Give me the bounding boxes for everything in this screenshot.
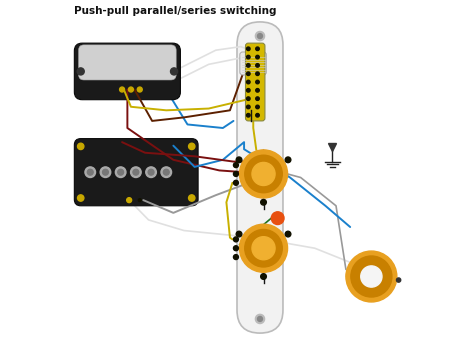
Circle shape	[138, 199, 141, 202]
Circle shape	[127, 198, 132, 203]
Circle shape	[119, 87, 125, 92]
Circle shape	[234, 246, 238, 251]
Circle shape	[115, 167, 126, 178]
Circle shape	[246, 72, 250, 76]
Circle shape	[236, 157, 242, 163]
Circle shape	[252, 237, 275, 260]
Circle shape	[246, 47, 250, 50]
Circle shape	[256, 64, 259, 67]
Circle shape	[261, 274, 266, 279]
Circle shape	[255, 32, 264, 41]
Circle shape	[256, 97, 259, 100]
Circle shape	[256, 114, 259, 117]
Circle shape	[245, 229, 283, 267]
Circle shape	[234, 237, 238, 242]
Circle shape	[102, 169, 109, 175]
Circle shape	[133, 169, 139, 175]
Circle shape	[246, 114, 250, 117]
Circle shape	[78, 195, 84, 201]
FancyBboxPatch shape	[246, 43, 265, 121]
Circle shape	[256, 55, 259, 59]
Circle shape	[396, 278, 401, 282]
FancyBboxPatch shape	[74, 138, 198, 206]
Circle shape	[285, 157, 291, 163]
Circle shape	[246, 97, 250, 100]
Circle shape	[137, 87, 142, 92]
Circle shape	[256, 80, 259, 84]
Circle shape	[128, 87, 133, 92]
Circle shape	[255, 314, 264, 323]
Circle shape	[77, 68, 84, 75]
Circle shape	[246, 55, 250, 59]
Circle shape	[146, 167, 156, 178]
FancyBboxPatch shape	[74, 43, 181, 100]
Circle shape	[118, 169, 124, 175]
Circle shape	[351, 256, 392, 297]
Circle shape	[245, 155, 283, 193]
FancyBboxPatch shape	[237, 22, 283, 333]
Circle shape	[171, 68, 178, 75]
Circle shape	[164, 169, 169, 175]
Circle shape	[361, 266, 382, 287]
Circle shape	[234, 255, 238, 260]
Circle shape	[189, 143, 195, 149]
Circle shape	[234, 180, 238, 185]
Circle shape	[148, 169, 154, 175]
Circle shape	[271, 212, 284, 224]
Circle shape	[257, 316, 263, 321]
Circle shape	[256, 72, 259, 76]
Circle shape	[246, 64, 250, 67]
Circle shape	[256, 105, 259, 109]
Circle shape	[130, 167, 141, 178]
Circle shape	[257, 34, 263, 39]
Circle shape	[239, 150, 288, 198]
Circle shape	[85, 167, 96, 178]
Circle shape	[246, 88, 250, 92]
Circle shape	[261, 200, 266, 205]
Circle shape	[346, 251, 397, 302]
Circle shape	[246, 105, 250, 109]
Circle shape	[256, 47, 259, 50]
Circle shape	[285, 231, 291, 237]
Circle shape	[161, 167, 172, 178]
Circle shape	[100, 167, 111, 178]
Circle shape	[239, 224, 288, 272]
Circle shape	[87, 169, 93, 175]
Circle shape	[234, 171, 238, 176]
Circle shape	[246, 80, 250, 84]
FancyBboxPatch shape	[79, 45, 176, 80]
Circle shape	[189, 195, 195, 201]
Text: Push-pull parallel/series switching: Push-pull parallel/series switching	[74, 6, 277, 16]
Circle shape	[256, 88, 259, 92]
Circle shape	[78, 143, 84, 149]
Circle shape	[234, 163, 238, 168]
Circle shape	[252, 163, 275, 186]
FancyBboxPatch shape	[240, 52, 266, 75]
Circle shape	[236, 231, 242, 237]
